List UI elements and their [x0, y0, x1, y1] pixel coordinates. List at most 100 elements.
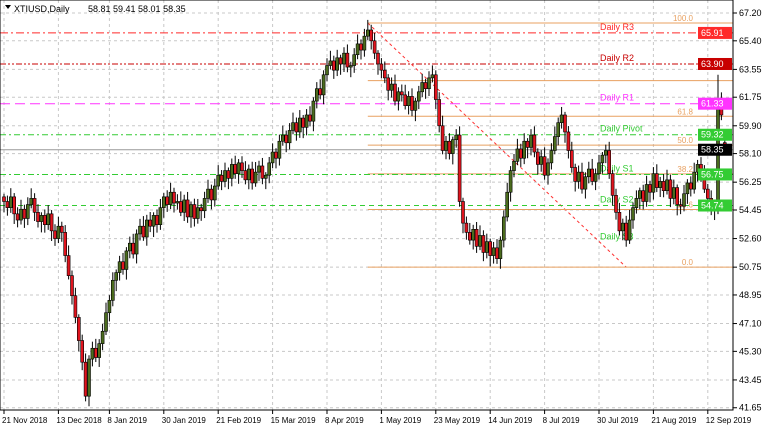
bear-candle — [22, 208, 27, 219]
bear-candle — [53, 230, 57, 239]
bear-candle — [386, 77, 391, 91]
bear-candle — [233, 164, 237, 174]
bear-candle — [705, 188, 710, 199]
bull-candle — [478, 235, 482, 247]
bull-candle — [498, 239, 503, 259]
bear-candle — [648, 184, 652, 193]
x-tick-label: 8 Jan 2019 — [107, 416, 147, 425]
bear-candle — [525, 140, 530, 148]
bull-candle — [396, 91, 401, 102]
bull-candle — [484, 241, 489, 253]
time-axis[interactable]: 21 Nov 2018 13 Dec 2018 8 Jan 2019 30 Jan 2… — [2, 410, 752, 425]
bull-candle — [230, 164, 234, 179]
bull-candle — [46, 213, 51, 225]
price-axis[interactable]: 67.20 65.40 63.55 61.75 59.90 58.10 56.25 54.45… — [733, 8, 762, 413]
bull-candle — [97, 343, 101, 358]
bull-candle — [134, 233, 139, 255]
bull-candle — [454, 134, 459, 140]
bear-candle — [49, 213, 54, 232]
bear-candle — [15, 213, 20, 221]
bull-candle — [471, 229, 476, 241]
bull-candle — [87, 358, 91, 397]
bear-candle — [359, 43, 363, 51]
bear-candle — [566, 131, 571, 151]
bear-candle — [542, 156, 547, 176]
bear-candle — [369, 29, 374, 42]
bear-candle — [474, 229, 479, 247]
y-tick-label: 65.40 — [739, 36, 762, 46]
bull-candle — [491, 247, 496, 256]
bull-candle — [444, 140, 448, 151]
bear-candle — [590, 168, 595, 182]
bull-candle — [128, 242, 132, 252]
bull-candle — [287, 130, 292, 144]
y-tick-label: 61.75 — [739, 92, 762, 102]
bull-candle — [695, 164, 700, 173]
bull-candle — [539, 156, 544, 165]
bull-candle — [145, 219, 149, 238]
bull-candle — [175, 201, 180, 204]
x-tick-label: 1 May 2019 — [379, 416, 421, 425]
bear-candle — [437, 99, 442, 127]
bull-candle — [620, 222, 625, 232]
bull-candle — [151, 215, 156, 227]
bear-candle — [185, 199, 190, 218]
x-tick-label: 15 Mar 2019 — [271, 416, 316, 425]
bear-candle — [399, 91, 404, 96]
bear-candle — [607, 150, 612, 174]
bull-candle — [413, 100, 418, 111]
x-tick-label: 8 Jul 2019 — [543, 416, 580, 425]
bear-candle — [59, 225, 64, 233]
bull-candle — [559, 114, 564, 123]
bear-candle — [226, 170, 231, 179]
bear-candle — [376, 52, 380, 65]
bull-candle — [420, 82, 425, 93]
bull-candle — [505, 191, 510, 218]
bull-candle — [593, 173, 598, 182]
bull-candle — [297, 117, 302, 133]
bear-candle — [66, 255, 71, 276]
bull-candle — [253, 171, 258, 184]
bull-candle — [162, 196, 166, 208]
bull-candle — [658, 181, 663, 188]
bull-candle — [512, 161, 516, 171]
bull-candle — [263, 174, 268, 179]
bull-candle — [651, 173, 656, 193]
dropdown-triangle-icon[interactable] — [5, 5, 11, 9]
bull-candle — [600, 154, 605, 164]
bull-candle — [416, 91, 421, 102]
bear-candle — [410, 96, 414, 111]
bear-candle — [240, 162, 244, 171]
bull-candle — [138, 225, 142, 235]
bull-candle — [100, 330, 105, 344]
bear-candle — [403, 94, 408, 107]
bull-candle — [247, 168, 251, 181]
fib-level-label: 0.0 — [682, 258, 694, 267]
bear-candle — [488, 241, 493, 256]
fib-trendline — [367, 22, 627, 268]
bear-candle — [532, 134, 537, 153]
bear-candle — [654, 173, 659, 188]
fibonacci-retracement[interactable]: 100.061.850.038.223.60.0 — [367, 14, 733, 268]
bull-candle — [321, 74, 326, 96]
x-tick-label: 30 Jan 2019 — [162, 416, 207, 425]
y-tick-label: 67.20 — [739, 8, 762, 18]
bear-candle — [535, 151, 540, 165]
bull-candle — [196, 207, 200, 219]
bear-candle — [2, 196, 6, 202]
bear-candle — [274, 151, 278, 159]
bear-candle — [32, 198, 37, 213]
symbol-label: XTIUSD,Daily — [14, 4, 70, 14]
bull-candle — [365, 29, 370, 37]
bear-candle — [382, 69, 387, 79]
bull-candle — [111, 279, 115, 301]
bull-candle — [311, 100, 316, 122]
bear-candle — [42, 215, 47, 225]
bull-candle — [104, 312, 108, 332]
bear-candle — [688, 182, 693, 190]
bear-candle — [447, 140, 452, 154]
bear-candle — [569, 150, 574, 168]
bear-candle — [481, 235, 486, 253]
bear-candle — [661, 181, 666, 191]
